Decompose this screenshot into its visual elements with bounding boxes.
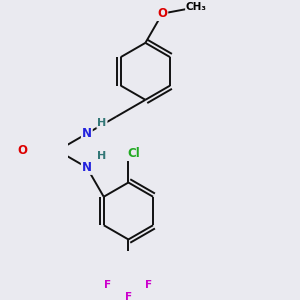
- Text: Cl: Cl: [128, 147, 140, 160]
- Text: H: H: [97, 118, 106, 128]
- Text: H: H: [97, 151, 106, 161]
- Text: F: F: [104, 280, 112, 290]
- Text: F: F: [125, 292, 132, 300]
- Text: CH₃: CH₃: [186, 2, 207, 12]
- Text: F: F: [145, 280, 152, 290]
- Text: N: N: [82, 127, 92, 140]
- Text: O: O: [157, 7, 167, 20]
- Text: N: N: [82, 161, 92, 174]
- Text: O: O: [17, 144, 27, 157]
